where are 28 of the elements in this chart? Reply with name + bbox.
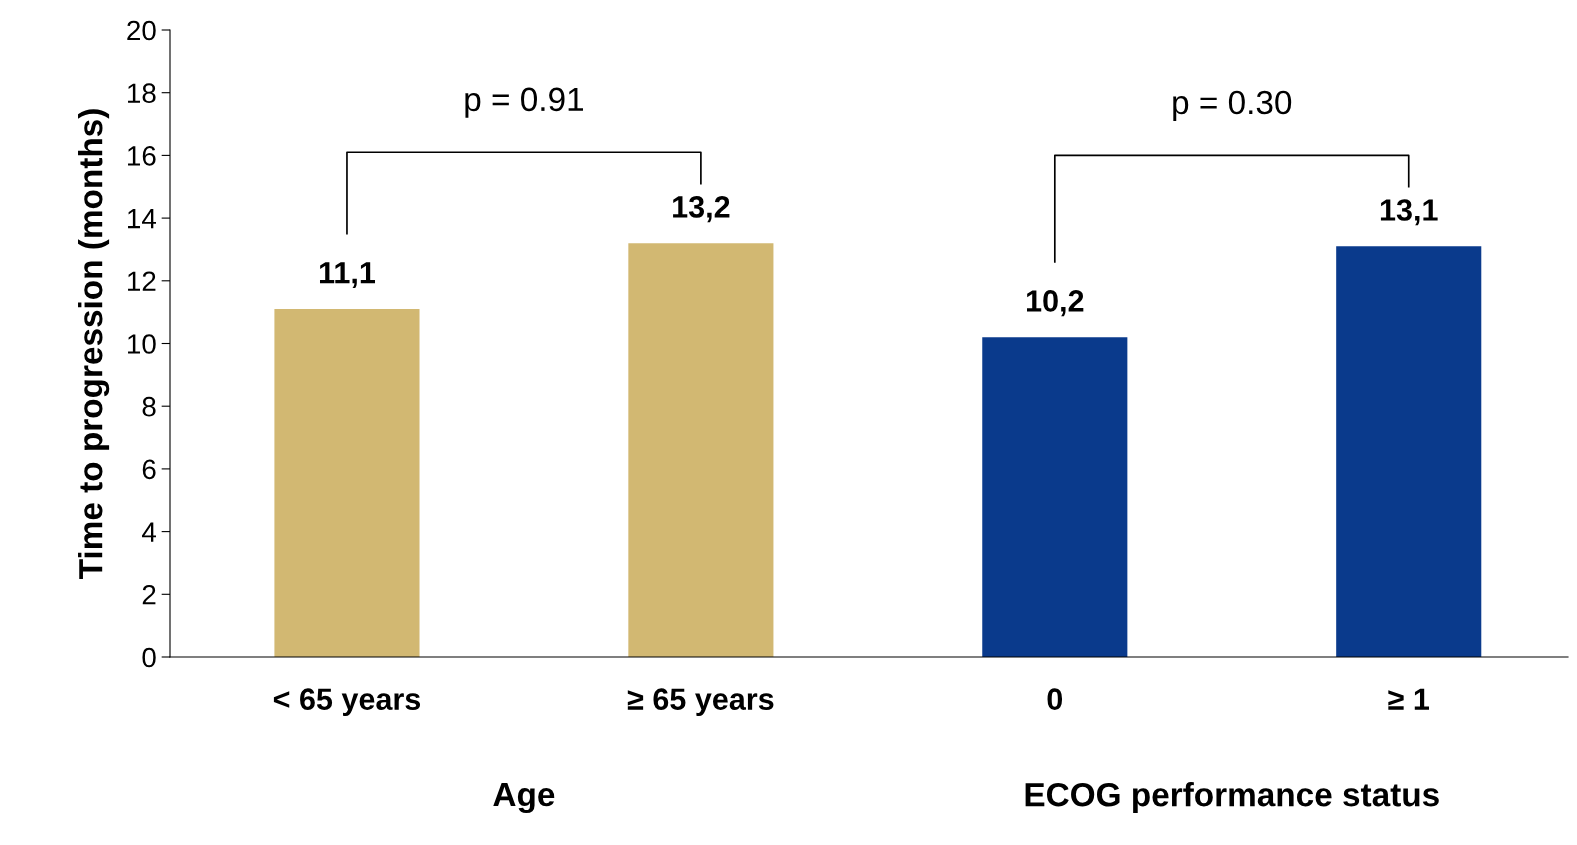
data-label: 10,2: [1027, 290, 1084, 317]
bar: [628, 243, 774, 657]
y-tick-label: 12: [128, 271, 156, 291]
text: ECOG performance status: [1025, 782, 1439, 814]
y-tick-label: 4: [142, 522, 156, 542]
annotation: p = 0.91: [465, 87, 583, 118]
y-tick-label: 18: [128, 83, 156, 104]
y-tick-label: 10: [128, 334, 156, 354]
text: Age: [493, 783, 555, 814]
y-tick-label: 20: [127, 20, 156, 41]
bar: [1336, 246, 1482, 657]
bar: [274, 309, 420, 657]
x-tick-label: ≥ 65 years: [627, 688, 774, 717]
y-tick-label: 2: [142, 584, 156, 605]
y-tick-label: 14: [128, 209, 156, 229]
x-tick-label: < 65 years: [273, 688, 421, 717]
y-tick-label: 16: [128, 146, 156, 166]
bar: [982, 337, 1128, 657]
data-label: 11,1: [319, 262, 376, 288]
y-axis-title: Time to progression (months): [78, 109, 110, 579]
y-tick-label: 6: [142, 459, 156, 480]
annotation: p = 0.30: [1173, 90, 1292, 121]
x-tick-label: 0: [1047, 688, 1063, 710]
data-label: 13,2: [673, 196, 730, 223]
y-tick-label: 8: [142, 396, 156, 417]
x-tick-label: ≥ 1: [1388, 688, 1430, 710]
data-label: 13,1: [1380, 199, 1438, 226]
y-tick-label: 0: [142, 647, 156, 668]
